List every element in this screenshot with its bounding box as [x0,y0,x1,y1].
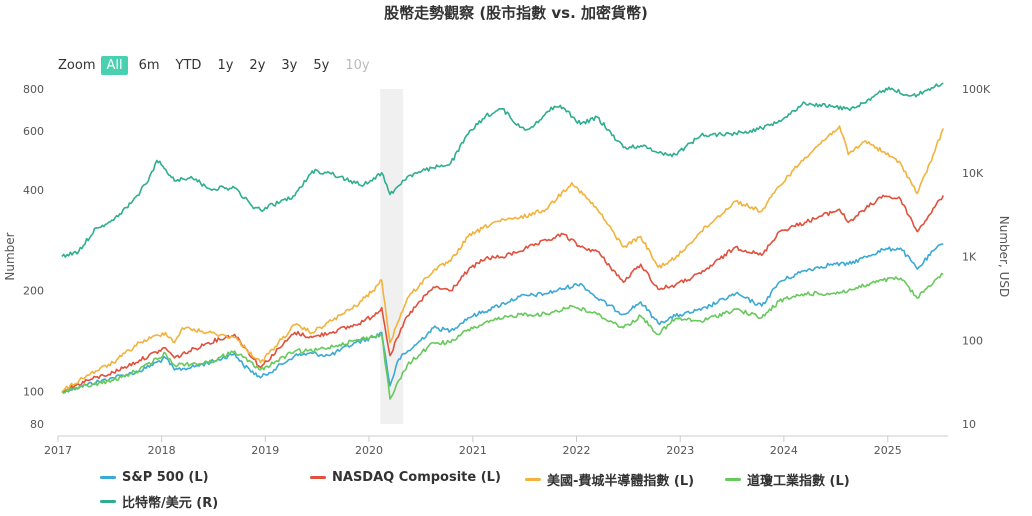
chart-title: 股幣走勢觀察 (股市指數 vs. 加密貨幣) [384,4,648,22]
x-tick-label: 2018 [148,444,176,457]
legend-item[interactable]: NASDAQ Composite (L) [310,470,501,485]
legend-item[interactable]: 美國-費城半導體指數 (L) [525,470,694,489]
series-line-1[interactable] [61,194,944,394]
x-tick-label: 2024 [770,444,798,457]
zoom-bar: Zoom All 6m YTD 1y 2y 3y 5y 10y [52,54,381,76]
y-right-tick-label: 10 [962,418,976,431]
x-tick-label: 2021 [459,444,487,457]
legend-swatch [310,476,326,479]
legend-label: S&P 500 (L) [122,470,209,485]
x-tick-label: 2025 [874,444,902,457]
x-tick-label: 2017 [44,444,72,457]
series-lines [61,82,944,400]
zoom-button-all[interactable]: All [101,55,128,75]
legend-label: 道瓊工業指數 (L) [747,474,850,489]
legend-swatch [525,478,541,481]
y-axis-right-label: Number, USD [997,216,1011,297]
y-left-tick-label: 800 [23,83,44,96]
series-line-0[interactable] [61,243,944,393]
series-line-3[interactable] [61,272,944,400]
legend-label: 美國-費城半導體指數 (L) [547,474,695,489]
zoom-button-2y[interactable]: 2y [249,57,266,73]
x-tick-label: 2019 [251,444,279,457]
legend-item[interactable]: 道瓊工業指數 (L) [725,470,850,489]
legend-label: 比特幣/美元 (R) [122,496,219,511]
y-right-tick-label: 100K [962,83,991,96]
zoom-button-3y[interactable]: 3y [281,57,298,73]
zoom-button-ytd[interactable]: YTD [175,57,202,73]
shaded-band [380,89,404,424]
legend-item[interactable]: S&P 500 (L) [100,470,209,485]
y-right-tick-label: 1K [962,251,977,264]
y-right-tick-label: 10K [962,167,984,180]
y-left-tick-label: 600 [23,125,44,138]
x-axis: 2017 2018 2019 2020 2021 2022 2023 2024 2025 [44,436,902,457]
zoom-button-10y[interactable]: 10y [345,57,370,73]
right-axis: 10 100 1K 10K 100K [962,83,991,431]
y-left-tick-label: 100 [23,386,44,399]
x-tick-label: 2023 [666,444,694,457]
legend-label: NASDAQ Composite (L) [332,470,501,485]
y-left-tick-label: 400 [23,184,44,197]
x-tick-label: 2020 [355,444,383,457]
y-right-tick-label: 100 [962,334,983,347]
series-line-4[interactable] [61,82,944,258]
zoom-button-5y[interactable]: 5y [313,57,330,73]
legend-item[interactable]: 比特幣/美元 (R) [100,492,218,511]
left-axis: 80 100 200 400 600 800 [23,83,44,431]
y-left-tick-label: 80 [30,418,44,431]
zoom-button-6m[interactable]: 6m [138,57,160,73]
legend-swatch [100,500,116,503]
zoom-button-1y[interactable]: 1y [217,57,234,73]
y-axis-left-label: Number [3,232,17,280]
zoom-label: Zoom [58,57,96,73]
legend-swatch [725,478,741,481]
x-tick-label: 2022 [563,444,591,457]
y-left-tick-label: 200 [23,285,44,298]
series-line-2[interactable] [61,125,944,393]
legend-swatch [100,476,116,479]
